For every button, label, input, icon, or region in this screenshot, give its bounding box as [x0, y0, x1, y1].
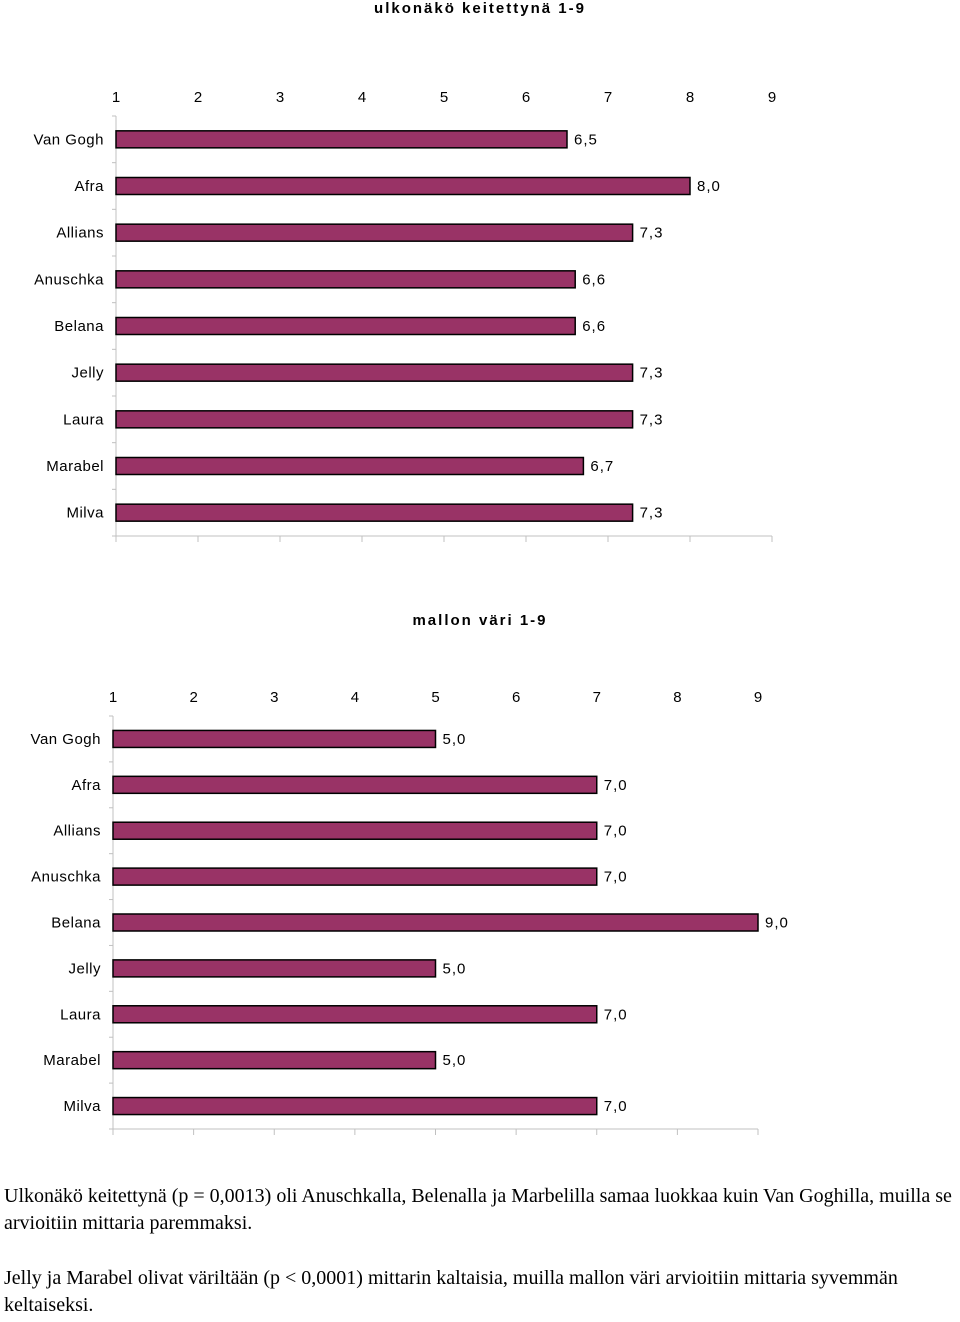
chart-2-title: mallon väri 1-9 — [412, 612, 548, 629]
chart-1-tick-label-3: 3 — [276, 89, 284, 106]
chart-1-tick-label-2: 2 — [194, 89, 202, 106]
chart-2-tick-label-6: 6 — [512, 689, 520, 706]
chart-2-tick-label-8: 8 — [673, 689, 681, 706]
chart-1-tick-label-1: 1 — [112, 89, 120, 106]
chart-1-title: ulkonäkö keitettynä 1-9 — [374, 0, 586, 17]
chart-1-category-label-belana: Belana — [54, 318, 104, 335]
chart-1-value-label-afra: 8,0 — [697, 178, 721, 195]
chart-2-tick-label-9: 9 — [754, 689, 762, 706]
chart-2-value-label-marabel: 5,0 — [443, 1052, 467, 1069]
chart-1-value-label-laura: 7,3 — [640, 411, 664, 428]
chart-1-bar-anuschka — [115, 270, 576, 289]
chart-2-tick-label-4: 4 — [351, 689, 359, 706]
chart-2-tick-label-5: 5 — [431, 689, 439, 706]
chart-1-value-label-belana: 6,6 — [582, 318, 606, 335]
chart-2-value-label-jelly: 5,0 — [443, 960, 467, 977]
chart-2-category-label-laura: Laura — [60, 1006, 101, 1023]
chart-1-category-label-milva: Milva — [66, 505, 104, 522]
chart-1-category-label-marabel: Marabel — [46, 458, 104, 475]
chart-1-category-label-van-gogh: Van Gogh — [34, 131, 104, 148]
chart-2-bar-van-gogh — [112, 729, 437, 749]
chart-1-bar-jelly — [115, 363, 634, 382]
chart-1-category-label-jelly: Jelly — [71, 365, 104, 382]
chart-1-category-label-laura: Laura — [63, 411, 104, 428]
chart-1-bar-milva — [115, 503, 634, 522]
chart-2-category-label-belana: Belana — [51, 915, 101, 932]
chart-1-tick-label-6: 6 — [522, 89, 530, 106]
chart-2-bar-anuschka — [112, 867, 598, 886]
chart-2-tick-label-2: 2 — [189, 689, 197, 706]
chart-2-category-label-afra: Afra — [71, 777, 101, 794]
chart-2-bar-belana — [112, 913, 759, 932]
chart-2-bar-milva — [112, 1096, 598, 1116]
note-appearance: Ulkonäkö keitettynä (p = 0,0013) oli Anu… — [4, 1185, 952, 1234]
chart-1-value-label-marabel: 6,7 — [590, 458, 614, 475]
chart-1-value-label-anuschka: 6,6 — [582, 271, 606, 288]
chart-2-value-label-laura: 7,0 — [604, 1006, 628, 1023]
chart-1-tick-label-9: 9 — [768, 89, 776, 106]
chart-2-value-label-belana: 9,0 — [765, 915, 789, 932]
chart-1-category-label-afra: Afra — [74, 178, 104, 195]
chart-1-bar-marabel — [115, 456, 585, 476]
chart-1-bar-afra — [115, 176, 691, 196]
chart-2-bar-afra — [112, 775, 598, 795]
chart-1-value-label-allians: 7,3 — [640, 225, 664, 242]
chart-2-bar-allians — [112, 821, 598, 840]
chart-1-tick-label-5: 5 — [440, 89, 448, 106]
chart-2-category-label-anuschka: Anuschka — [31, 869, 101, 886]
chart-1-bar-belana — [115, 316, 576, 336]
chart-2-tuber-color: 1 2 3 4 5 6 7 8 9 Van Gogh 5,0 Afra 7,0 Allians 7,0 Anu… — [31, 689, 789, 1135]
note-color: Jelly ja Marabel olivat väriltään (p < 0… — [4, 1267, 898, 1316]
chart-2-tick-label-1: 1 — [109, 689, 117, 706]
chart-1-category-label-allians: Allians — [56, 225, 104, 242]
chart-2-value-label-afra: 7,0 — [604, 777, 628, 794]
chart-1-bar-laura — [115, 410, 634, 429]
chart-2-category-label-allians: Allians — [53, 823, 101, 840]
chart-1-tick-label-4: 4 — [358, 89, 366, 106]
chart-1-bar-van-gogh — [115, 130, 568, 149]
chart-2-value-label-anuschka: 7,0 — [604, 869, 628, 886]
chart-1-bar-allians — [115, 223, 634, 242]
chart-2-category-label-van-gogh: Van Gogh — [31, 731, 101, 748]
chart-1-category-label-anuschka: Anuschka — [34, 271, 104, 288]
chart-1-value-label-jelly: 7,3 — [640, 365, 664, 382]
chart-2-value-label-van-gogh: 5,0 — [443, 731, 467, 748]
chart-2-bar-laura — [112, 1005, 598, 1024]
chart-2-value-label-allians: 7,0 — [604, 823, 628, 840]
chart-2-category-label-milva: Milva — [63, 1098, 101, 1115]
chart-2-category-label-marabel: Marabel — [43, 1052, 101, 1069]
chart-2-value-label-milva: 7,0 — [604, 1098, 628, 1115]
chart-2-bar-marabel — [112, 1050, 437, 1070]
chart-1-value-label-van-gogh: 6,5 — [574, 131, 598, 148]
chart-2-tick-label-7: 7 — [593, 689, 601, 706]
chart-1-tick-label-8: 8 — [686, 89, 694, 106]
chart-1-tick-label-7: 7 — [604, 89, 612, 106]
chart-2-category-label-jelly: Jelly — [68, 960, 101, 977]
chart-1-value-label-milva: 7,3 — [640, 505, 664, 522]
chart-2-tick-label-3: 3 — [270, 689, 278, 706]
chart-1-appearance: 1 2 3 4 5 6 7 8 9 Van Gogh 6,5 Afra 8,0 Allians 7,3 Anu… — [34, 89, 776, 542]
chart-2-bar-jelly — [112, 959, 437, 978]
